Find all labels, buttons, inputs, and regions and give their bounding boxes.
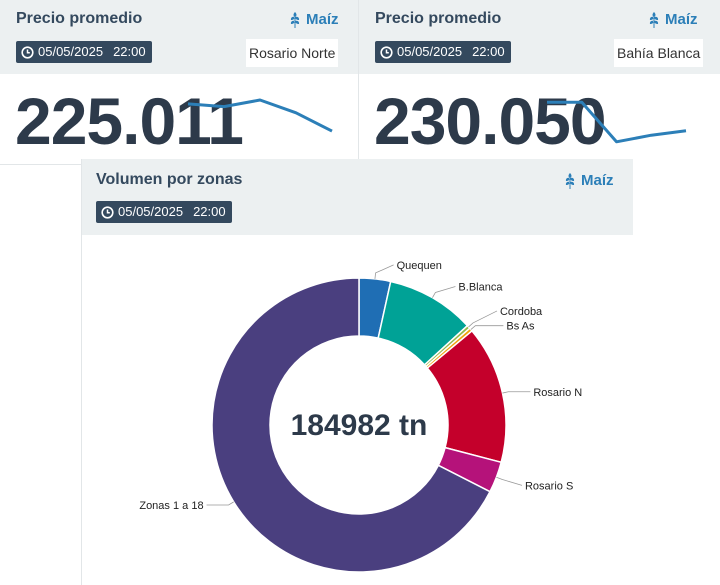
slice-leader-line: [502, 391, 531, 394]
slice-leader-line: [496, 476, 523, 486]
card-title: Precio promedio: [16, 10, 143, 27]
date-text: 05/05/2025: [397, 44, 463, 59]
slice-leader-line: [374, 264, 394, 279]
clock-icon: [101, 205, 114, 219]
price-card-rosario: Precio promedio Maíz 05/05/2025 22:00 Ro…: [0, 0, 359, 165]
volume-donut-chart: Quequen B.Blanca Cordoba Bs As Rosario N Rosa…: [139, 260, 582, 573]
donut-slice[interactable]: [211, 277, 492, 573]
date-badge: 05/05/2025 22:00: [16, 41, 152, 63]
slice-leader-line: [432, 286, 456, 298]
price-sparkline: [187, 98, 333, 133]
time-text: 22:00: [113, 44, 146, 59]
sparkline-path: [547, 100, 687, 144]
slice-label: Rosario N: [533, 387, 582, 399]
clock-icon: [380, 45, 393, 59]
time-text: 22:00: [472, 44, 505, 59]
slice-label: Cordoba: [500, 306, 543, 318]
average-price-value: 230.050: [374, 84, 607, 158]
wheat-icon: [290, 12, 300, 28]
date-badge: 05/05/2025 22:00: [375, 41, 511, 63]
slice-label: Zonas 1 a 18: [139, 500, 203, 512]
date-text: 05/05/2025: [38, 44, 104, 59]
volume-card: Volumen por zonas Maíz 05/05/2025 22:00 …: [81, 159, 633, 585]
date-badge: 05/05/2025 22:00: [96, 201, 232, 223]
commodity-name: Maíz: [581, 172, 614, 189]
commodity-label: Maíz: [564, 172, 614, 189]
average-price-value: 225.011: [15, 84, 244, 158]
price-sparkline: [547, 100, 687, 144]
location-select[interactable]: Bahía Blanca: [614, 39, 704, 67]
commodity-name: Maíz: [665, 11, 698, 28]
wheat-icon: [649, 12, 659, 28]
slice-leader-line: [206, 501, 234, 506]
card-title: Precio promedio: [375, 10, 502, 27]
commodity-label: Maíz: [289, 11, 339, 28]
location-select[interactable]: Rosario Norte: [246, 39, 339, 67]
donut-total-label: 184982 tn: [291, 409, 428, 442]
clock-icon: [21, 45, 34, 59]
slice-label: Bs As: [506, 321, 535, 333]
time-text: 22:00: [193, 204, 226, 219]
card-title: Volumen por zonas: [96, 171, 243, 188]
date-text: 05/05/2025: [118, 204, 184, 219]
slice-leader-line: [468, 310, 498, 328]
slice-label: Rosario S: [525, 480, 573, 492]
commodity-name: Maíz: [306, 11, 339, 28]
wheat-icon: [565, 173, 575, 189]
slice-leader-line: [470, 325, 504, 330]
slice-label: Quequen: [397, 260, 442, 272]
commodity-label: Maíz: [648, 11, 698, 28]
price-card-bahia-blanca: Precio promedio Maíz 05/05/2025 22:00 Ba…: [359, 0, 720, 165]
sparkline-path: [187, 98, 333, 133]
slice-label: B.Blanca: [458, 281, 503, 293]
